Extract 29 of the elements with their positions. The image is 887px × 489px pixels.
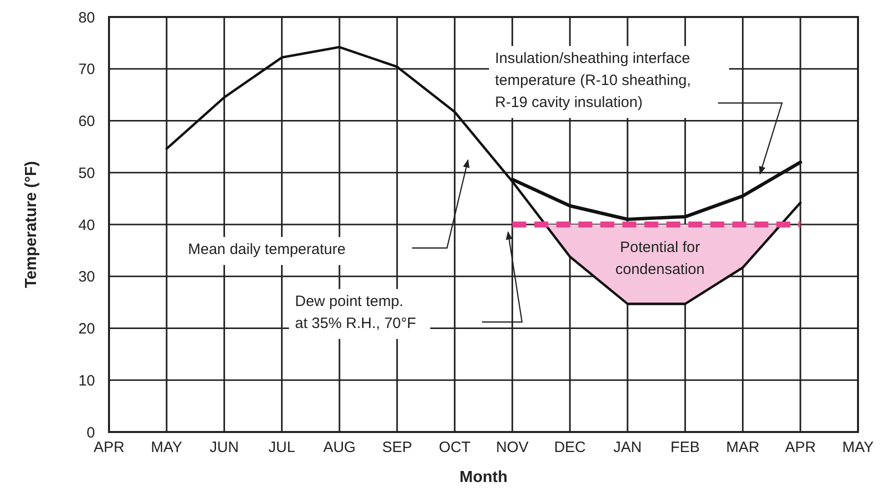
annotation: Potential for condensation [615, 239, 705, 278]
x-tick-label: AUG [323, 439, 356, 456]
x-tick-label: DEC [554, 439, 586, 456]
y-tick-label: 20 [78, 320, 95, 338]
x-tick-label: SEP [382, 439, 412, 456]
y-tick-label: 30 [78, 268, 95, 286]
y-tick-label: 10 [78, 372, 95, 390]
y-tick-label: 40 [78, 216, 95, 234]
y-tick-label: 80 [78, 9, 95, 26]
x-tick-label: JAN [613, 439, 642, 456]
annotation: Insulation/sheathing interface temperature (R-10 sheathing, R-19 cavity insulation) [495, 50, 691, 111]
y-tick-label: 60 [78, 113, 95, 130]
y-tick-label: 0 [86, 424, 95, 442]
annotation: Mean daily temperature [188, 241, 346, 258]
x-tick-label: JUN [210, 439, 239, 456]
x-axis-title: Month [460, 469, 508, 486]
y-tick-label: 50 [78, 164, 95, 182]
x-tick-label: OCT [438, 439, 471, 456]
x-tick-label: JUL [268, 439, 296, 456]
x-tick-label: APR [94, 439, 125, 456]
annotation: Dew point temp. at 35% R.H., 70°F [295, 293, 416, 332]
x-tick-label: MAR [726, 439, 760, 456]
x-tick-label: NOV [496, 439, 529, 456]
x-tick-label: MAY [842, 439, 874, 456]
x-tick-label: MAY [150, 439, 182, 456]
x-tick-label: APR [784, 439, 816, 456]
y-tick-label: 70 [78, 61, 95, 78]
y-axis-title: Temperature (°F) [23, 160, 40, 288]
x-tick-label: FEB [670, 439, 700, 456]
